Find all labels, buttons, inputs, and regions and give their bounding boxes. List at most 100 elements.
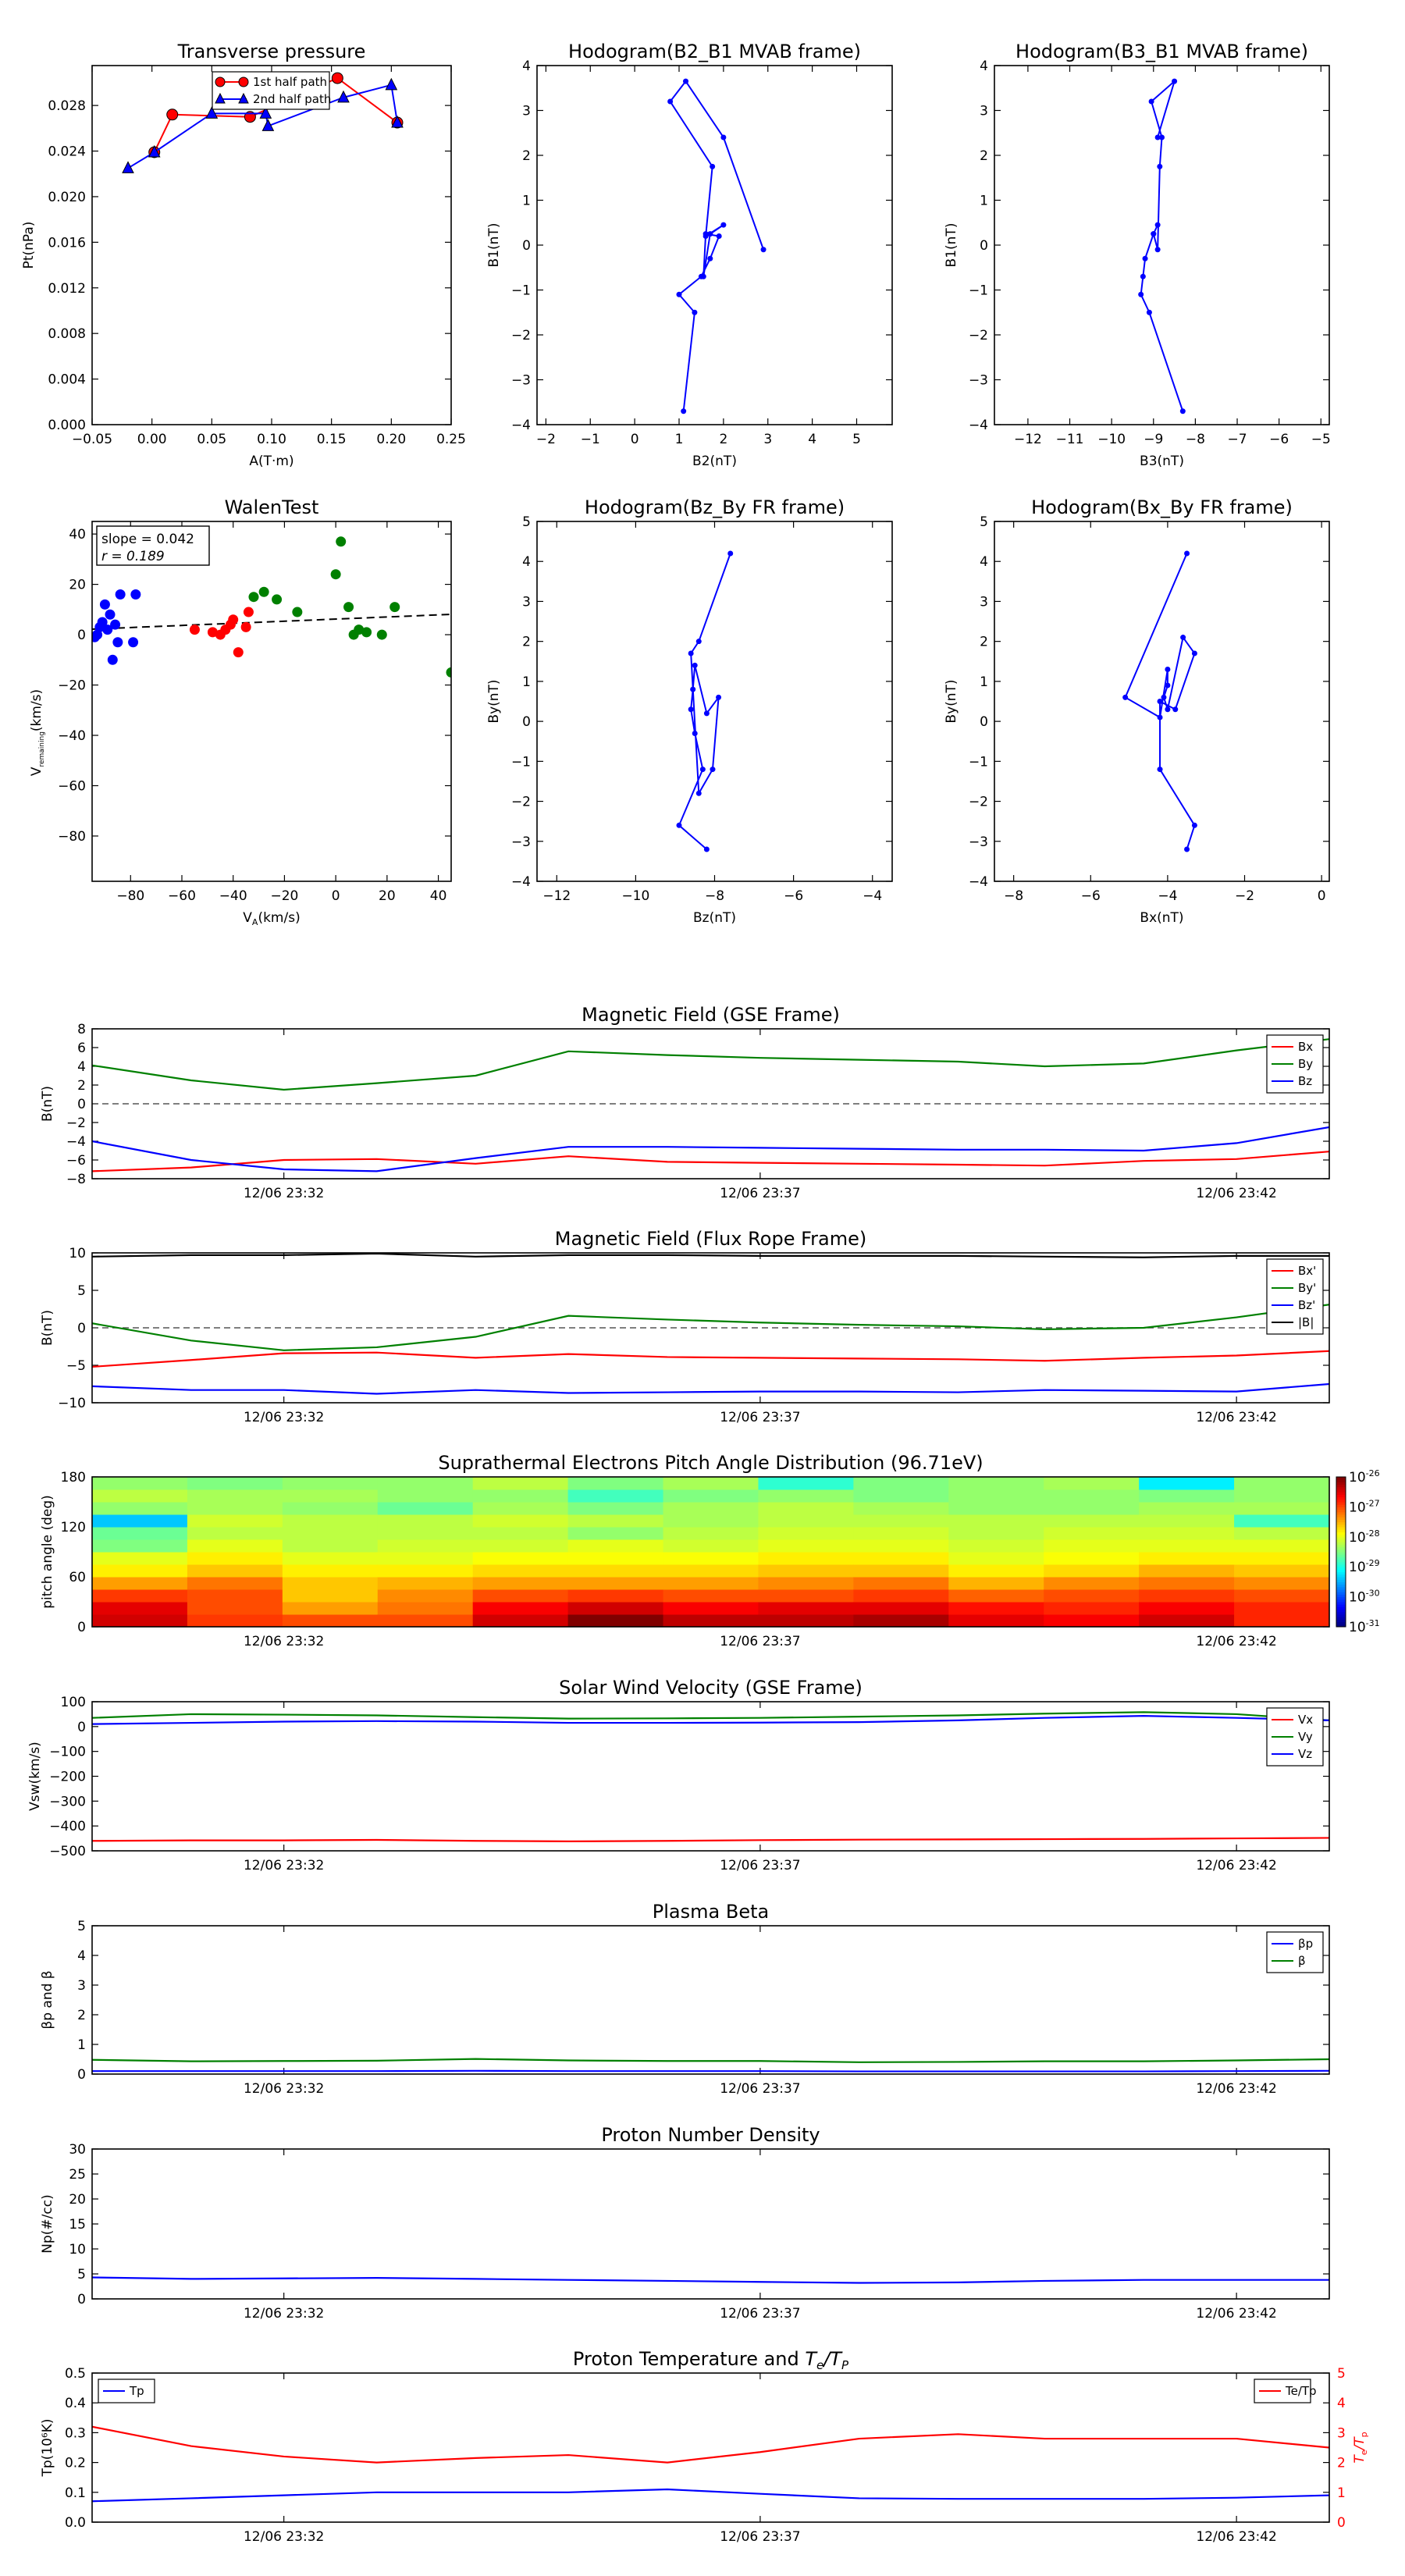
colorbar-step: [1336, 1619, 1346, 1623]
y-tick-label: 4: [77, 1059, 86, 1075]
y-tick-label: 0.020: [48, 190, 86, 205]
heatmap-cell: [377, 1564, 474, 1578]
heatmap-cell: [282, 1602, 379, 1615]
heatmap-cell: [1044, 1527, 1140, 1540]
heatmap-cell: [92, 1489, 188, 1503]
heatmap-cell: [567, 1502, 664, 1515]
legend-label: 2nd half path: [253, 92, 331, 106]
y-tick-label: 0.024: [48, 144, 86, 160]
data-point: [1184, 550, 1190, 557]
legend-label: Bz: [1298, 1074, 1312, 1088]
heatmap-cell: [472, 1552, 569, 1565]
y-tick-label: 0: [980, 714, 988, 730]
y-tick-label: −2: [511, 328, 531, 343]
heatmap-cell: [948, 1564, 1044, 1578]
y-tick-label: 5: [77, 1283, 86, 1299]
heatmap-cell: [758, 1539, 854, 1553]
solar-wind-velocity-title: Solar Wind Velocity (GSE Frame): [559, 1677, 863, 1699]
colorbar-step: [1336, 1579, 1346, 1582]
By-line: [92, 1038, 1329, 1091]
y-tick-label: 3: [522, 594, 531, 610]
y-tick-label: 3: [77, 1978, 86, 1994]
transverse-pressure-xlabel: A(T·m): [249, 454, 293, 469]
colorbar-step: [1336, 1549, 1346, 1553]
2nd-half-path-line: [127, 84, 398, 169]
y-tick-label: 0: [77, 2067, 86, 2083]
heatmap-cell: [567, 1552, 664, 1565]
annotation-box: [96, 525, 210, 566]
heatmap-cell: [1234, 1539, 1329, 1553]
colorbar-step: [1336, 1611, 1346, 1615]
proton-density-plot-frame: [91, 2148, 1330, 2300]
colorbar-step: [1336, 1569, 1346, 1573]
heatmap-cell: [948, 1539, 1044, 1553]
proton-density-title: Proton Number Density: [601, 2124, 820, 2146]
hodogram-bx-by-panel: Hodogram(Bx_By FR frame) −8 −6 −4 −2 0 −4 −3 −2 −…: [944, 496, 1329, 926]
y-tick-label: −40: [58, 728, 86, 744]
x-tick-label: −10: [621, 888, 649, 904]
hodogram-bz-by-panel: Hodogram(Bz_By FR frame)−12 −10 −8 −6 −4−4−3…: [486, 496, 892, 926]
data-point: [1140, 273, 1146, 279]
heatmap-cell: [472, 1527, 569, 1540]
heatmap-cell: [567, 1539, 664, 1553]
scatter-point: [389, 602, 400, 613]
y-tick-label: 0.004: [48, 372, 86, 388]
heatmap-cell: [853, 1552, 949, 1565]
heatmap-cell: [377, 1527, 474, 1540]
hodogram-bz-by-xlabel: Bz(nT): [693, 910, 736, 926]
colorbar-step: [1336, 1509, 1346, 1513]
y-tick-label: 6: [77, 1041, 86, 1056]
legend-marker: [238, 92, 249, 104]
magnetic-field-flux-rope-plot-frame: [91, 1252, 1330, 1404]
y-tick-label: 0.000: [48, 418, 86, 433]
heatmap-cell: [663, 1552, 759, 1565]
data-point: [710, 767, 716, 773]
y-tick-label: −10: [58, 1396, 86, 1411]
colorbar-step: [1336, 1529, 1346, 1532]
legend-marker: [215, 92, 226, 104]
y-tick-label: −1: [511, 283, 531, 299]
legend-label: Tp: [129, 2384, 144, 2398]
y-tick-label: −3: [969, 834, 988, 850]
heatmap-cell: [567, 1589, 664, 1603]
legend-label: Vx: [1298, 1713, 1313, 1727]
plasma-beta-panel: Plasma Beta βp and β 0 1 2 3 4 5 12/06 23:32 12/0…: [40, 1901, 1329, 2097]
heatmap-cell: [1044, 1514, 1140, 1528]
y-tick-label: 3: [980, 104, 988, 119]
scatter-point: [292, 607, 303, 617]
heatmap-cell: [663, 1477, 759, 1490]
y-tick-label: −4: [511, 874, 531, 890]
scatter-point: [361, 627, 372, 638]
heatmap-cell: [1139, 1527, 1235, 1540]
Bx-line: [92, 1151, 1329, 1172]
x-tick-label: 40: [430, 888, 447, 904]
heatmap-cell: [92, 1514, 188, 1528]
heatmap-cell: [472, 1589, 569, 1603]
heatmap-cell: [758, 1514, 854, 1528]
scatter-point: [115, 589, 126, 600]
x-tick-label: 0.05: [197, 432, 226, 447]
proton-temperature-panel: Proton Temperature and Te/TP Tp(10⁶K) 0.0 0…: [40, 2348, 1369, 2545]
y-tick-label: 2: [77, 1078, 86, 1094]
heatmap-cell: [377, 1614, 474, 1627]
y-tick-label: 2: [522, 148, 531, 164]
y-tick-label: −5: [66, 1358, 86, 1374]
heatmap-cell: [187, 1539, 283, 1553]
heatmap-cell: [92, 1564, 188, 1578]
data-point: [1148, 98, 1154, 105]
pitch-angle-distribution-plot-frame: [91, 1476, 1330, 1628]
heatmap-cell: [472, 1477, 569, 1490]
data-point: [695, 639, 702, 645]
y-tick-label: 30: [69, 2142, 86, 2158]
y-tick-label: −8: [66, 1172, 86, 1187]
plasma-beta-plot-frame: [91, 1925, 1330, 2075]
proton-temperature-y2label: Te/Tp: [1352, 2432, 1369, 2463]
heatmap-cell: [187, 1577, 283, 1590]
y-tick-label: 5: [77, 1919, 86, 1934]
heatmap-cell: [187, 1589, 283, 1603]
y-tick-label: −4: [969, 418, 988, 433]
magnetic-field-flux-rope-panel: Magnetic Field (Flux Rope Frame) B(nT) −10…: [40, 1228, 1329, 1425]
heatmap-cell: [472, 1602, 569, 1615]
heatmap-cell: [92, 1527, 188, 1540]
colorbar-step: [1336, 1477, 1346, 1480]
